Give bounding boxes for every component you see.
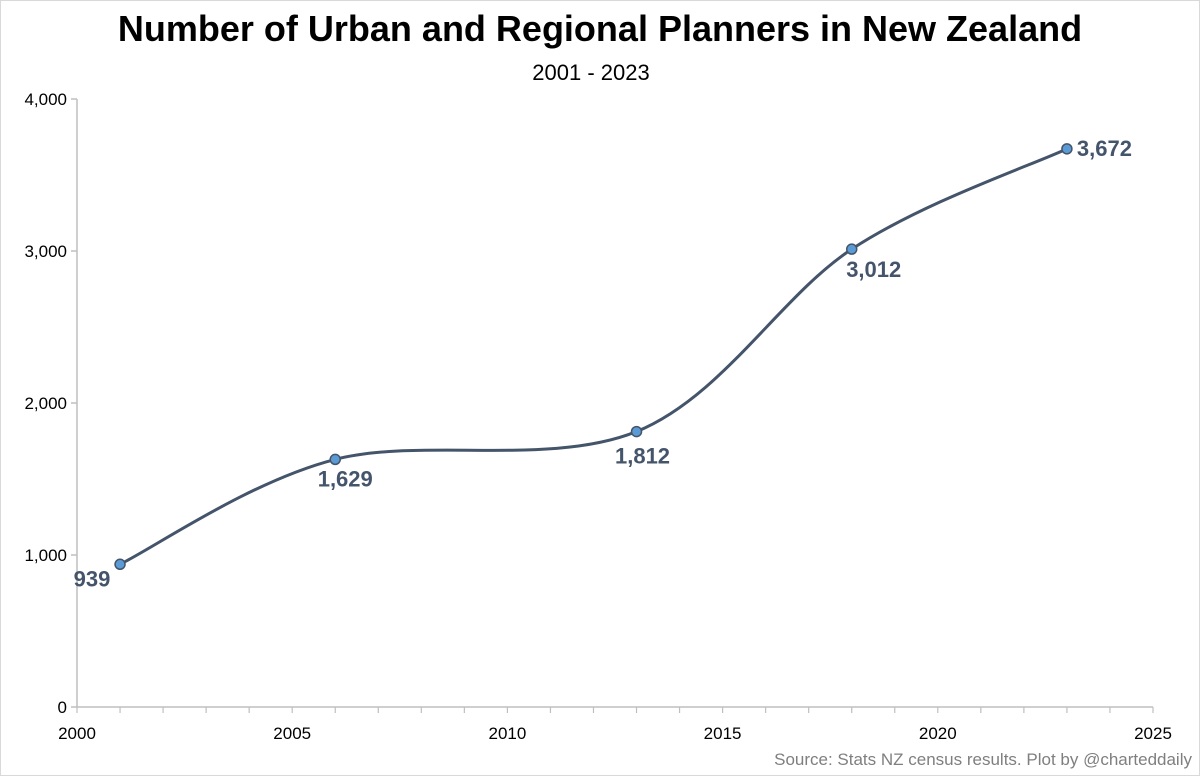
source-note: Source: Stats NZ census results. Plot by…	[774, 750, 1192, 769]
chart-subtitle: 2001 - 2023	[532, 60, 650, 85]
data-label: 1,812	[615, 444, 670, 469]
data-point	[1061, 143, 1073, 155]
data-label: 3,012	[846, 257, 901, 282]
data-label: 1,629	[318, 466, 373, 491]
x-tick-label: 2010	[488, 724, 526, 743]
data-point	[114, 558, 126, 571]
data-point	[329, 453, 341, 466]
x-tick-label: 2000	[58, 724, 96, 743]
data-label: 3,672	[1077, 136, 1132, 161]
x-tick-label: 2005	[273, 724, 311, 743]
y-tick-label: 1,000	[24, 546, 67, 565]
data-point	[630, 425, 643, 438]
x-tick-label: 2020	[919, 724, 957, 743]
series-line	[119, 147, 1068, 566]
y-tick-label: 4,000	[24, 90, 67, 109]
data-label: 939	[74, 566, 111, 591]
y-tick-label: 0	[58, 698, 67, 717]
data-point	[845, 243, 858, 255]
y-tick-label: 3,000	[24, 242, 67, 261]
y-tick-label: 2,000	[24, 394, 67, 413]
chart-title: Number of Urban and Regional Planners in…	[117, 8, 1083, 49]
x-tick-label: 2025	[1134, 724, 1172, 743]
x-tick-label: 2015	[704, 724, 742, 743]
